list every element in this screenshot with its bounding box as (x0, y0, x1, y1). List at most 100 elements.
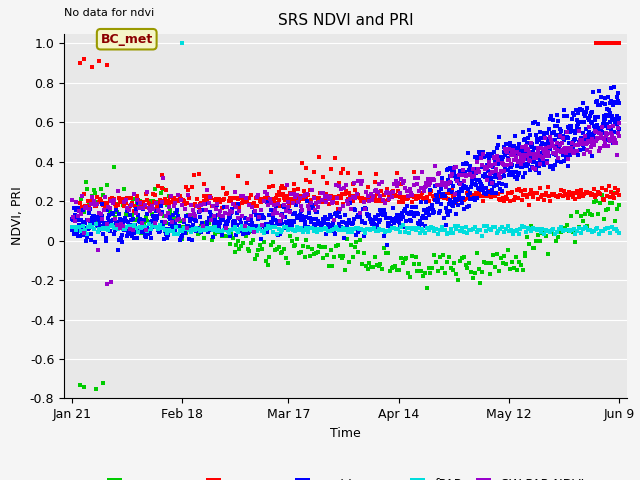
Point (513, 169, 524, 177)
Point (603, 205, 613, 213)
Point (282, 224, 292, 232)
Point (101, 234, 111, 241)
Point (401, 217, 411, 225)
Point (531, 190, 541, 197)
Point (395, 193, 405, 201)
Point (119, 227, 129, 234)
Point (501, 260, 511, 268)
Point (99, 206, 109, 214)
Point (568, 228, 578, 235)
Point (597, 123, 607, 131)
Point (520, 186, 530, 194)
Point (167, 218, 177, 226)
Point (426, 175, 436, 183)
Point (436, 264, 447, 272)
Point (554, 193, 564, 201)
Point (144, 198, 154, 205)
Point (137, 204, 147, 212)
Point (556, 127, 566, 135)
Point (506, 163, 516, 171)
Point (300, 218, 310, 226)
Point (365, 193, 376, 201)
Point (592, 134, 602, 142)
Point (186, 237, 196, 244)
Point (508, 168, 518, 176)
Point (71, 198, 81, 205)
Point (240, 222, 250, 230)
Point (330, 154, 340, 162)
Point (312, 208, 322, 216)
Point (209, 216, 220, 224)
Point (607, 199, 617, 207)
Point (570, 127, 580, 134)
Point (365, 215, 375, 223)
Point (275, 230, 285, 238)
Point (407, 225, 417, 233)
Point (596, 128, 607, 136)
Point (154, 227, 164, 234)
Point (343, 228, 353, 235)
Point (389, 180, 399, 187)
Point (154, 228, 164, 236)
Point (588, 134, 598, 142)
Point (167, 217, 177, 225)
Point (536, 192, 546, 200)
Point (264, 211, 274, 218)
Point (473, 184, 483, 192)
Point (468, 170, 479, 178)
Point (76, 221, 86, 229)
Point (188, 201, 198, 209)
Point (580, 134, 590, 142)
Point (494, 195, 504, 203)
Point (344, 195, 355, 203)
Point (493, 190, 503, 197)
Point (465, 162, 475, 170)
Point (514, 140, 524, 148)
Point (521, 191, 531, 199)
Point (159, 199, 169, 206)
Point (548, 149, 558, 157)
Point (305, 252, 316, 260)
Point (253, 192, 263, 199)
Point (182, 222, 192, 229)
Point (586, 191, 596, 199)
Point (463, 166, 474, 173)
Point (328, 193, 338, 201)
Point (383, 228, 394, 235)
Point (99, 199, 109, 207)
Point (440, 190, 450, 198)
Point (516, 160, 526, 168)
Point (296, 216, 307, 224)
Point (151, 224, 161, 231)
Point (523, 145, 533, 153)
Point (440, 227, 451, 234)
Point (451, 226, 461, 233)
Point (499, 162, 509, 169)
Point (307, 246, 317, 253)
Point (143, 230, 153, 238)
Point (89, 212, 99, 219)
Point (526, 143, 536, 151)
Point (138, 204, 148, 212)
Point (476, 155, 486, 162)
Point (150, 192, 161, 199)
Point (507, 161, 517, 169)
Point (264, 224, 275, 231)
Point (598, 143, 609, 150)
Point (367, 220, 377, 228)
Point (509, 156, 520, 164)
Point (454, 188, 464, 196)
Point (497, 187, 508, 194)
Point (118, 195, 128, 203)
Point (516, 163, 527, 170)
Point (605, 99, 615, 107)
Point (497, 260, 508, 267)
Point (98, 230, 108, 238)
Point (611, 139, 621, 147)
Point (177, 201, 188, 209)
Point (77, 192, 87, 199)
Point (586, 138, 596, 146)
Point (330, 216, 340, 224)
Point (488, 163, 498, 171)
Point (543, 135, 553, 143)
